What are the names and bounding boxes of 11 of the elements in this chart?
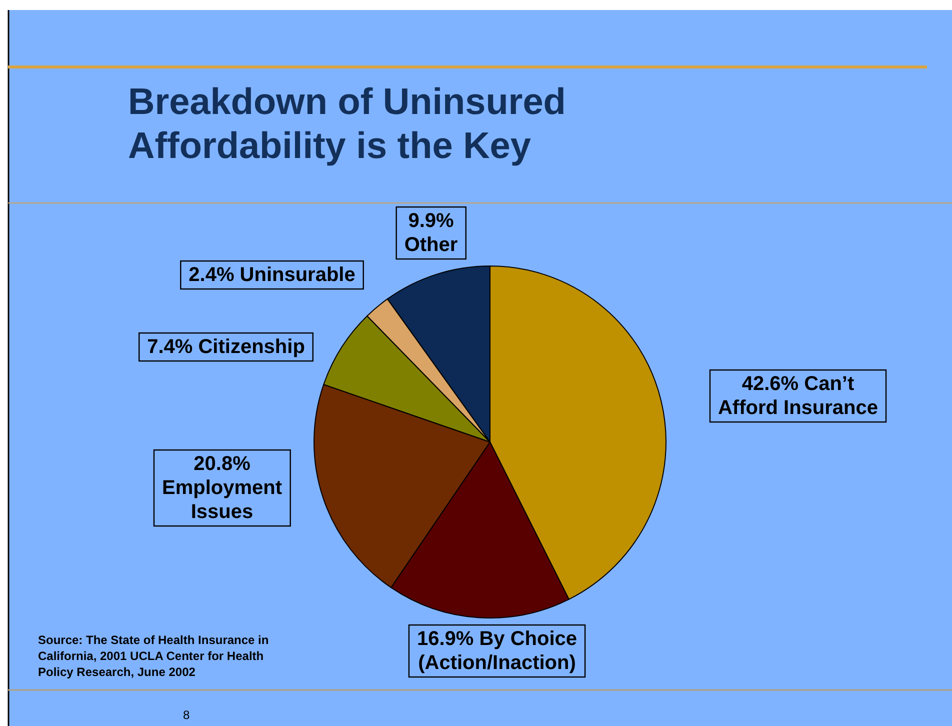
slice-label: 2.4% Uninsurable <box>188 264 356 286</box>
text: 8 <box>183 708 190 722</box>
slice-label: 42.6% Can’t Afford Insurance <box>718 373 878 419</box>
chart-title: Breakdown of Uninsured Affordability is the Key <box>128 81 566 166</box>
slice-label: Other <box>404 234 458 256</box>
slice-label: 16.9% By Choice (Action/Inaction) <box>416 628 578 674</box>
slice-label: Employment Issues <box>162 477 282 523</box>
source-note: Source: The State of Health Insurance in California, 2001 UCLA Center for Health Policy Research, June 2002 <box>38 633 269 679</box>
data-label: 20.8% <box>194 453 251 475</box>
data-label: 9.9% <box>408 210 454 232</box>
slice-label: 7.4% Citizenship <box>147 336 305 358</box>
